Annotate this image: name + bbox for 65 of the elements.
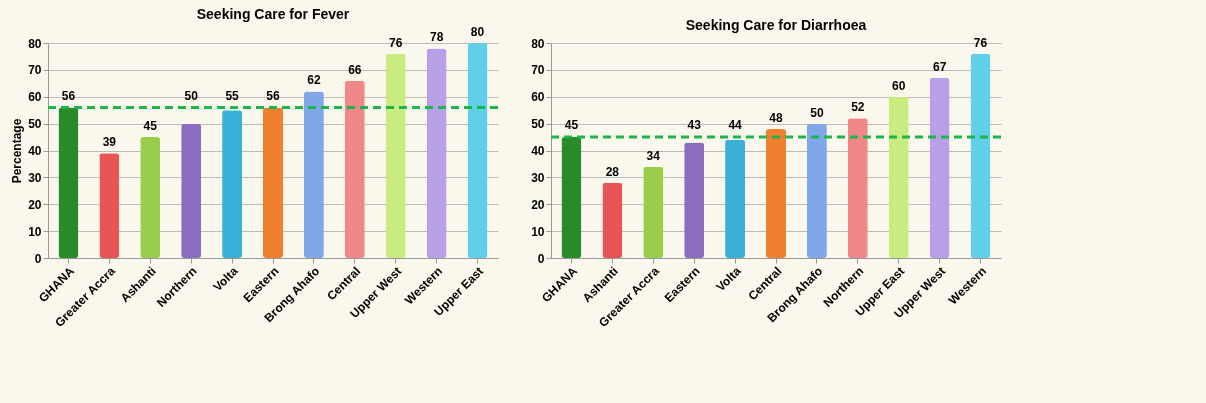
bar — [888, 96, 909, 258]
bar — [467, 43, 488, 258]
data-label: 76 — [389, 35, 403, 50]
data-label: 52 — [851, 100, 865, 115]
y-tick-label: 40 — [531, 144, 545, 158]
data-label: 76 — [973, 35, 988, 50]
data-label: 39 — [102, 135, 117, 150]
y-tick-label: 10 — [28, 224, 42, 239]
y-tick-label: 20 — [28, 197, 42, 212]
bar — [181, 123, 202, 258]
y-tick-label: 30 — [28, 170, 42, 185]
y-tick-label: 0 — [34, 251, 42, 266]
data-label: 62 — [307, 73, 321, 88]
bar — [140, 137, 161, 258]
bar — [385, 53, 406, 258]
data-label: 44 — [728, 118, 743, 133]
data-label: 56 — [61, 88, 76, 103]
bar — [970, 53, 991, 258]
data-label: 28 — [605, 164, 620, 179]
y-tick-label: 50 — [531, 117, 545, 132]
bar — [58, 107, 79, 258]
data-label: 78 — [429, 30, 444, 45]
bar — [99, 153, 120, 258]
data-label: 56 — [266, 88, 280, 103]
y-tick-label: 10 — [531, 224, 545, 239]
y-tick-label: 70 — [28, 63, 42, 78]
y-axis-title: Percentage — [10, 118, 25, 184]
y-tick-label: 0 — [537, 251, 545, 266]
bar — [222, 110, 243, 258]
data-label: 45 — [143, 119, 158, 134]
bar — [263, 107, 283, 258]
bar — [684, 142, 705, 258]
bar — [766, 129, 786, 258]
y-tick-label: 60 — [28, 90, 42, 105]
chart-title: Seeking Care for Diarrhoea — [685, 16, 867, 33]
bar — [806, 123, 827, 258]
data-label: 45 — [564, 118, 579, 133]
data-label: 50 — [184, 88, 199, 103]
bar — [561, 137, 582, 258]
data-label: 50 — [810, 105, 824, 120]
data-label: 66 — [348, 62, 362, 77]
data-label: 67 — [932, 59, 947, 74]
y-tick-label: 70 — [531, 63, 545, 78]
bar — [426, 48, 447, 258]
data-label: 48 — [769, 111, 783, 125]
y-tick-label: 60 — [531, 90, 545, 105]
bar — [643, 166, 664, 258]
data-label: 55 — [225, 88, 240, 103]
data-label: 80 — [470, 25, 485, 39]
y-tick-label: 80 — [531, 36, 545, 51]
bar — [602, 182, 623, 258]
chart-title: Seeking Care for Fever — [196, 6, 350, 22]
y-tick-label: 50 — [28, 117, 42, 132]
data-label: 60 — [892, 78, 906, 93]
y-tick-label: 30 — [531, 170, 545, 185]
bar — [303, 91, 324, 258]
bar — [929, 77, 950, 258]
bar — [725, 139, 746, 258]
data-label: 34 — [646, 148, 661, 163]
bar — [344, 80, 365, 258]
data-label: 43 — [687, 118, 702, 133]
bar — [847, 118, 868, 258]
y-tick-label: 40 — [28, 144, 42, 158]
y-tick-label: 80 — [28, 36, 42, 51]
y-tick-label: 20 — [531, 197, 545, 212]
